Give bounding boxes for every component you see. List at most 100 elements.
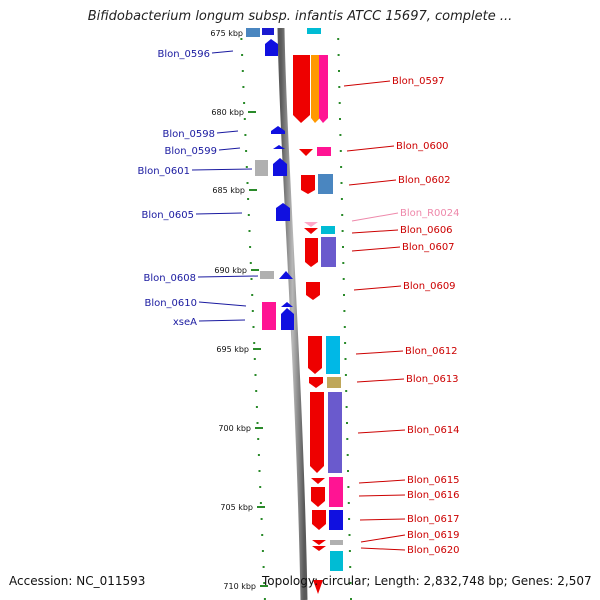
ruler-dot bbox=[337, 38, 340, 40]
gene-label[interactable]: Blon_0612 bbox=[405, 346, 458, 357]
ruler-dot bbox=[342, 246, 344, 248]
gene-feature[interactable] bbox=[307, 28, 321, 34]
gene-feature[interactable] bbox=[262, 28, 274, 35]
gene-feature[interactable] bbox=[330, 551, 343, 571]
gene-feature[interactable] bbox=[293, 55, 310, 123]
gene-feature[interactable] bbox=[308, 336, 322, 374]
gene-label[interactable]: xseA bbox=[173, 317, 197, 328]
map-title: Bifidobacterium longum subsp. infantis A… bbox=[87, 9, 513, 24]
gene-feature[interactable] bbox=[246, 28, 260, 37]
gene-feature[interactable] bbox=[329, 477, 343, 507]
gene-feature[interactable] bbox=[279, 271, 293, 279]
label-connector bbox=[358, 479, 406, 484]
ruler-dot bbox=[348, 534, 351, 536]
left-strand-genes bbox=[246, 28, 294, 330]
gene-feature[interactable] bbox=[255, 160, 268, 176]
gene-label[interactable]: Blon_0600 bbox=[396, 141, 449, 152]
gene-feature[interactable] bbox=[312, 510, 326, 530]
gene-feature[interactable] bbox=[306, 282, 320, 300]
label-connector bbox=[216, 130, 239, 134]
gene-feature[interactable] bbox=[281, 302, 293, 307]
ruler-dot bbox=[259, 486, 262, 488]
gene-label[interactable]: Blon_0616 bbox=[407, 490, 460, 501]
gene-feature[interactable] bbox=[312, 546, 326, 551]
ruler-dot bbox=[337, 54, 340, 56]
gene-label[interactable]: Blon_0599 bbox=[164, 146, 217, 157]
gene-feature[interactable] bbox=[319, 55, 328, 123]
gene-feature[interactable] bbox=[311, 478, 325, 484]
gene-label[interactable]: Blon_0609 bbox=[403, 281, 456, 292]
ruler-dot bbox=[249, 262, 252, 264]
gene-feature[interactable] bbox=[310, 392, 324, 473]
gene-label[interactable]: Blon_0619 bbox=[407, 530, 460, 541]
ruler-dot bbox=[240, 38, 243, 40]
gene-feature[interactable] bbox=[327, 377, 341, 388]
gene-label[interactable]: Blon_0614 bbox=[407, 425, 460, 436]
gene-feature[interactable] bbox=[321, 237, 336, 267]
gene-feature[interactable] bbox=[273, 145, 285, 149]
gene-feature[interactable] bbox=[311, 55, 320, 123]
ruler-dot bbox=[343, 294, 345, 296]
label-connectors bbox=[191, 50, 406, 551]
gene-feature[interactable] bbox=[271, 126, 285, 134]
gene-label[interactable]: Blon_0596 bbox=[157, 49, 210, 60]
ruler-dot bbox=[344, 358, 347, 360]
gene-feature[interactable] bbox=[317, 147, 331, 156]
gene-feature[interactable] bbox=[326, 336, 340, 374]
gene-feature[interactable] bbox=[299, 149, 313, 156]
gene-feature[interactable] bbox=[313, 580, 323, 594]
gene-label[interactable]: Blon_0607 bbox=[402, 242, 455, 253]
gene-label[interactable]: Blon_R0024 bbox=[400, 208, 460, 219]
gene-feature[interactable] bbox=[304, 222, 318, 227]
ruler-dot bbox=[340, 182, 343, 184]
gene-label[interactable]: Blon_0606 bbox=[400, 225, 453, 236]
gene-feature[interactable] bbox=[260, 271, 274, 279]
gene-feature[interactable] bbox=[309, 377, 323, 388]
ruler-dot bbox=[247, 198, 250, 200]
gene-feature[interactable] bbox=[304, 228, 318, 234]
gene-label[interactable]: Blon_0601 bbox=[137, 166, 190, 177]
gene-label[interactable]: Blon_0598 bbox=[162, 129, 215, 140]
gene-feature[interactable] bbox=[305, 238, 318, 267]
gene-feature[interactable] bbox=[262, 302, 276, 330]
ruler-dot bbox=[263, 582, 266, 584]
label-connector bbox=[191, 168, 253, 171]
ruler-dot bbox=[262, 566, 265, 568]
gene-feature[interactable] bbox=[321, 226, 335, 234]
gene-feature[interactable] bbox=[281, 308, 294, 330]
ruler-dot bbox=[347, 502, 350, 504]
gene-label[interactable]: Blon_0597 bbox=[392, 76, 445, 87]
gene-label[interactable]: Blon_0620 bbox=[407, 545, 460, 556]
ruler-dot bbox=[243, 118, 246, 120]
gene-label[interactable]: Blon_0615 bbox=[407, 475, 460, 486]
gene-label[interactable]: Blon_0608 bbox=[143, 273, 196, 284]
gene-label[interactable]: Blon_0617 bbox=[407, 514, 460, 525]
gene-feature[interactable] bbox=[329, 510, 343, 530]
ruler-dot bbox=[342, 262, 345, 264]
ruler-dot bbox=[340, 166, 343, 168]
gene-feature[interactable] bbox=[273, 158, 287, 176]
ruler-dot bbox=[252, 326, 255, 328]
ruler-dot bbox=[349, 566, 352, 568]
gene-feature[interactable] bbox=[265, 39, 278, 56]
gene-feature[interactable] bbox=[312, 540, 326, 545]
label-connector bbox=[353, 285, 402, 291]
ruler-dot bbox=[341, 230, 344, 232]
gene-feature[interactable] bbox=[276, 203, 290, 221]
ruler-dot bbox=[259, 502, 262, 504]
ruler-dot bbox=[347, 486, 350, 488]
gene-feature[interactable] bbox=[330, 540, 343, 545]
gene-label[interactable]: Blon_0602 bbox=[398, 175, 451, 186]
gene-feature[interactable] bbox=[301, 175, 315, 194]
ruler-dot bbox=[261, 534, 264, 536]
gene-label[interactable]: Blon_0605 bbox=[141, 210, 194, 221]
label-connector bbox=[195, 212, 243, 215]
gene-feature[interactable] bbox=[311, 487, 325, 507]
gene-feature[interactable] bbox=[328, 392, 342, 473]
gene-label[interactable]: Blon_0610 bbox=[144, 298, 197, 309]
ruler-dot bbox=[254, 374, 257, 376]
gene-feature[interactable] bbox=[318, 174, 333, 194]
ruler-dot bbox=[247, 214, 250, 216]
ruler-dot bbox=[263, 598, 266, 600]
gene-label[interactable]: Blon_0613 bbox=[406, 374, 459, 385]
